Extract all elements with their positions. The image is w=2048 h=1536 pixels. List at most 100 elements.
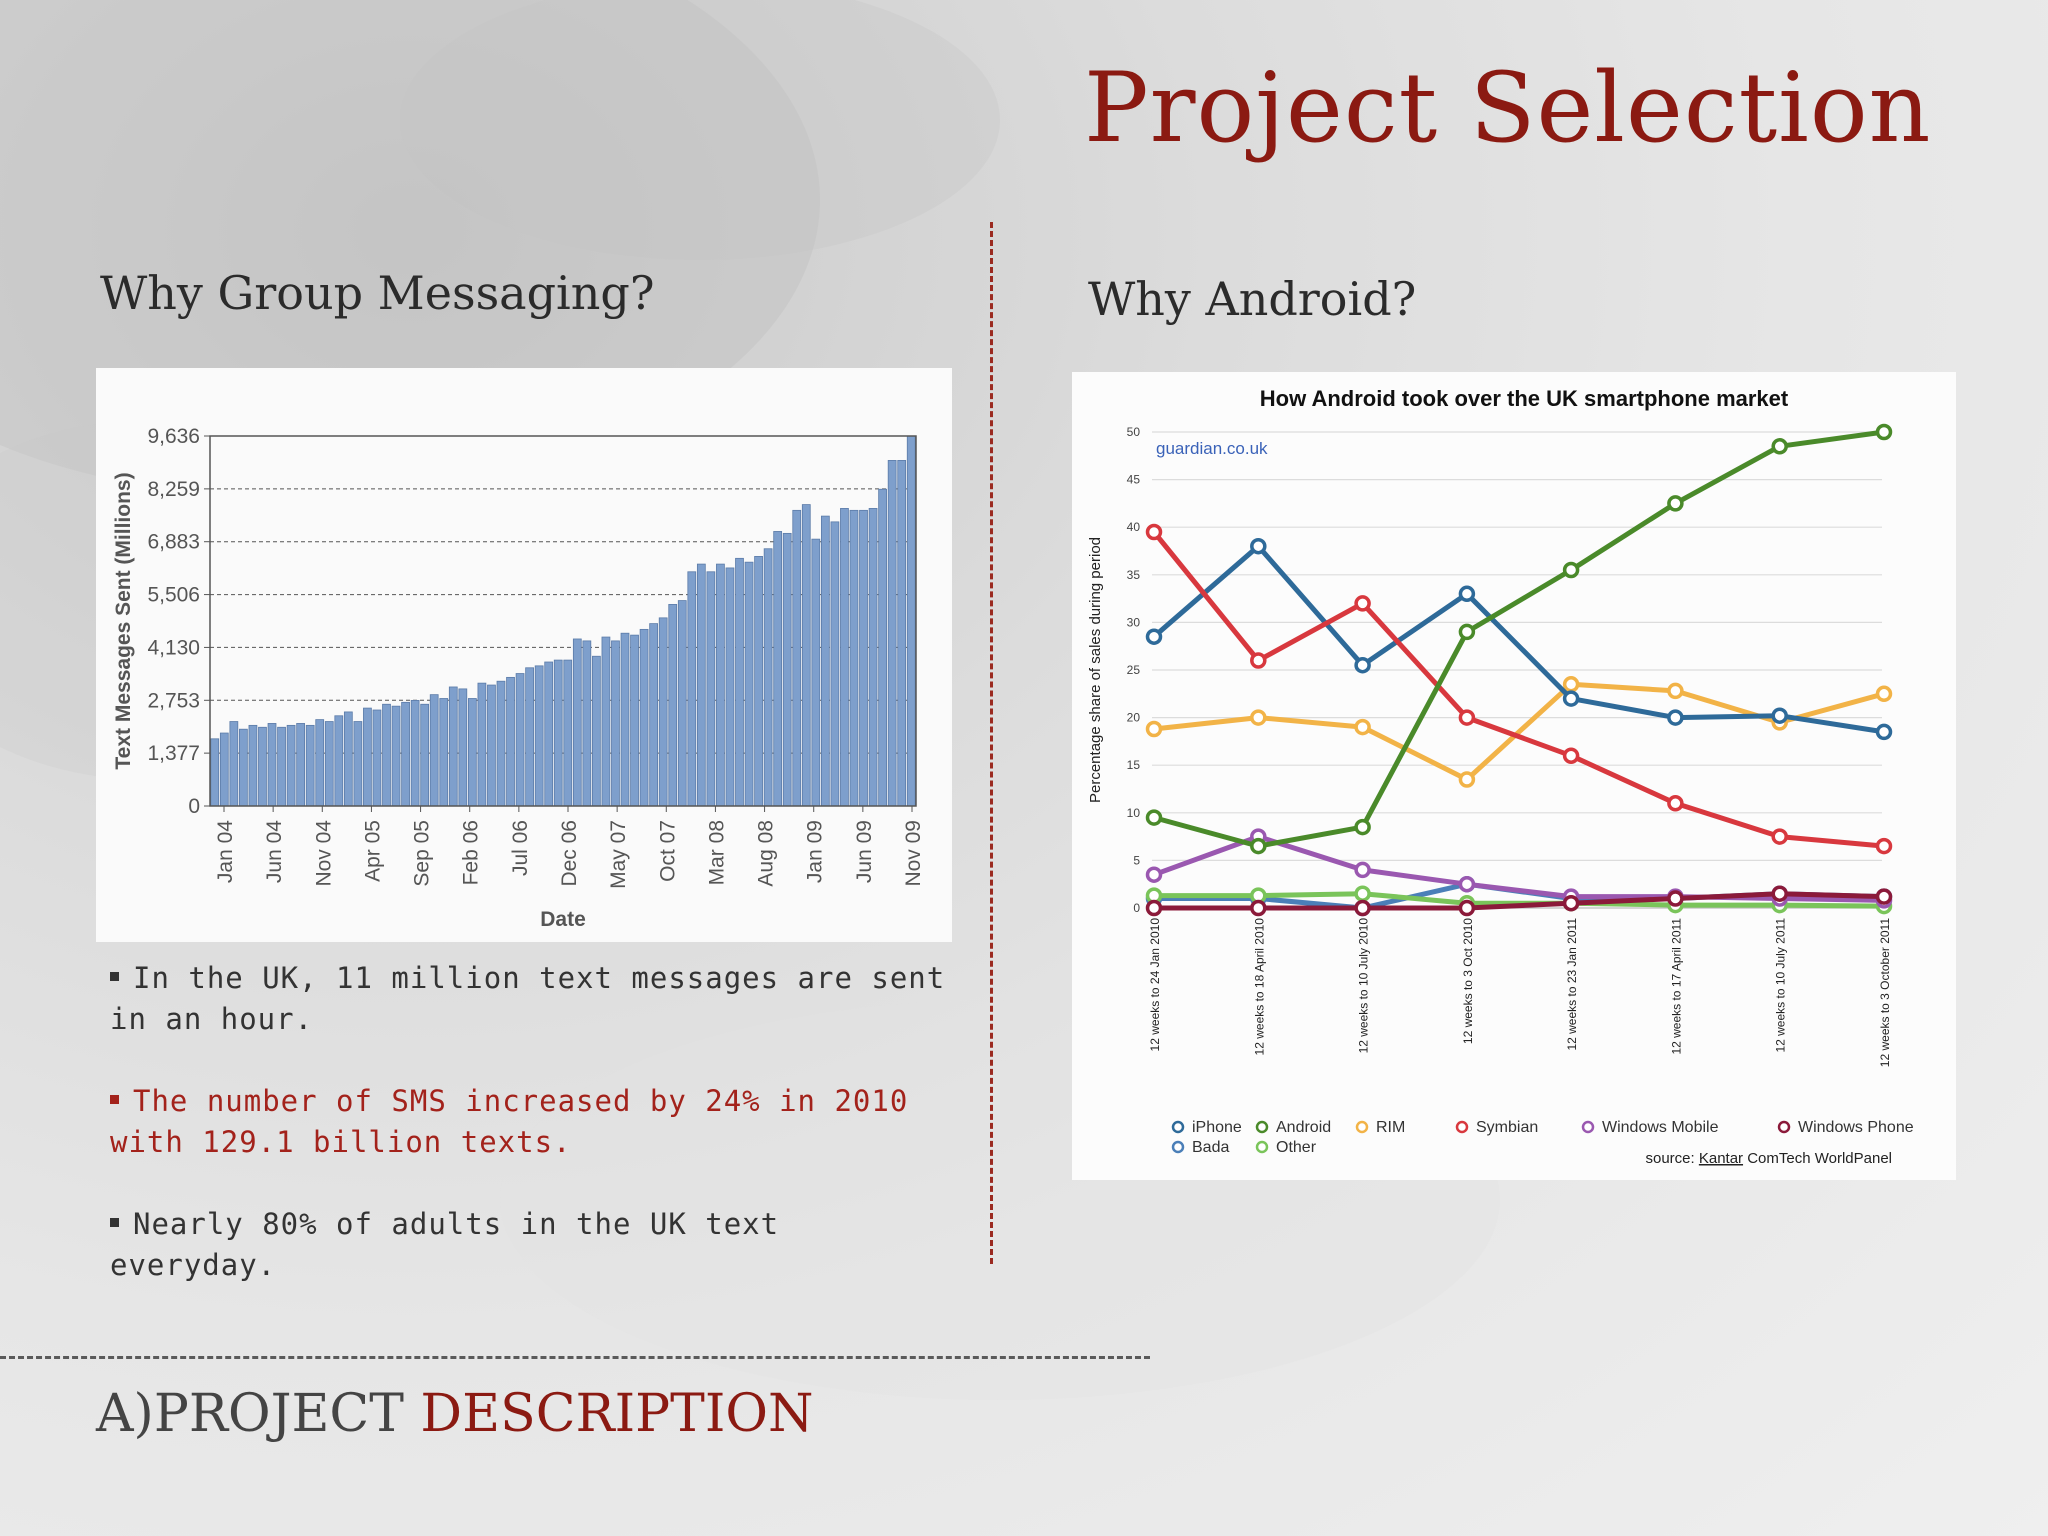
legend-marker <box>1255 1120 1269 1134</box>
x-tick-label: 12 weeks to 10 July 2010 <box>1357 918 1371 1054</box>
data-point <box>1667 495 1684 512</box>
legend-marker <box>1171 1140 1185 1154</box>
bar <box>410 700 420 807</box>
data-point <box>1771 438 1788 455</box>
data-point <box>1562 747 1580 764</box>
y-tick-label: 6,883 <box>147 531 200 554</box>
bar <box>305 724 315 807</box>
y-tick-label: 45 <box>1127 473 1141 487</box>
data-point <box>1771 885 1788 902</box>
y-tick-label: 4,130 <box>147 636 200 659</box>
bar <box>334 715 344 807</box>
data-point <box>1458 875 1476 893</box>
bar <box>239 728 248 807</box>
data-point <box>1458 585 1476 603</box>
bar <box>382 703 391 807</box>
bar <box>534 665 544 807</box>
bar <box>601 636 611 807</box>
bar <box>448 686 458 807</box>
legend-label: Bada <box>1192 1139 1229 1156</box>
data-point <box>1250 652 1267 669</box>
bar <box>372 709 382 807</box>
bar <box>639 628 649 807</box>
y-tick-label: 2,753 <box>147 689 200 712</box>
bullet-item: In the UK, 11 million text messages are … <box>110 958 950 1040</box>
bar <box>668 604 678 807</box>
bullet-square-icon <box>110 971 119 981</box>
bar <box>506 676 515 807</box>
bar <box>811 538 821 807</box>
y-tick-label: 35 <box>1127 568 1141 582</box>
x-axis-label: Date <box>540 908 586 931</box>
bar <box>296 723 306 807</box>
data-point <box>1354 885 1371 902</box>
bullet-text: Nearly 80% of adults in the UK text ever… <box>110 1207 780 1282</box>
x-tick-label: Oct 07 <box>656 820 679 882</box>
data-point <box>1562 894 1580 912</box>
bar <box>801 504 811 807</box>
bar <box>592 655 601 807</box>
y-tick-label: 50 <box>1127 425 1141 439</box>
y-tick-label: 8,259 <box>147 478 200 501</box>
bar <box>859 509 868 807</box>
vertical-divider <box>990 222 993 1264</box>
data-point <box>1875 423 1893 441</box>
legend-marker <box>1581 1120 1595 1134</box>
data-point <box>1562 561 1580 579</box>
x-tick-label: Jan 09 <box>804 820 827 883</box>
bar <box>763 548 773 807</box>
data-point <box>1145 866 1163 883</box>
bar <box>878 488 887 807</box>
data-point <box>1667 709 1684 726</box>
bar <box>496 680 506 807</box>
y-tick-label: 10 <box>1127 806 1141 820</box>
bar <box>401 701 410 807</box>
series-line <box>1153 429 1885 849</box>
x-tick-label: Apr 05 <box>361 820 384 882</box>
x-tick-label: Nov 04 <box>312 820 335 887</box>
bar <box>267 723 277 807</box>
y-tick-label: 5 <box>1133 853 1140 867</box>
y-tick-label: 30 <box>1127 615 1141 629</box>
bar <box>820 515 830 807</box>
y-tick-label: 5,506 <box>147 584 200 607</box>
x-tick-label: Jun 09 <box>853 820 876 883</box>
bar <box>544 661 554 807</box>
bar <box>248 724 258 807</box>
legend-marker <box>1255 1140 1269 1154</box>
y-tick-label: 1,377 <box>147 742 200 765</box>
x-tick-label: May 07 <box>607 820 630 889</box>
data-point <box>1458 771 1476 788</box>
bar <box>677 600 687 807</box>
bullet-square-icon <box>110 1094 119 1104</box>
bar <box>582 640 592 807</box>
legend-label: iPhone <box>1192 1119 1242 1136</box>
chart-title: How Android took over the UK smartphone … <box>1260 386 1789 411</box>
bar <box>219 732 229 807</box>
horizontal-divider <box>0 1356 1150 1359</box>
bar <box>563 659 573 807</box>
legend-marker <box>1777 1120 1791 1134</box>
section-label: A)PROJECT DESCRIPTION <box>96 1384 814 1444</box>
android-chart-panel: How Android took over the UK smartphone … <box>1072 372 1956 1180</box>
x-tick-label: 12 weeks to 3 Oct 2010 <box>1461 918 1475 1044</box>
bar <box>620 632 630 807</box>
bar <box>353 721 363 807</box>
bar <box>687 571 697 807</box>
legend-label: Other <box>1276 1139 1317 1156</box>
bar <box>467 698 477 807</box>
legend-marker <box>1171 1120 1185 1134</box>
bar <box>658 617 668 807</box>
data-point <box>1562 676 1580 693</box>
y-tick-label: 15 <box>1127 758 1141 772</box>
x-tick-label: 12 weeks to 3 October 2011 <box>1878 918 1892 1068</box>
sms-chart-panel: 0 1,377 2,753 4,130 5,506 6,883 8,259 9,636 Jan … <box>96 368 952 942</box>
section-label-highlight: DESCRIPTION <box>420 1384 814 1444</box>
bar <box>477 682 487 807</box>
section-label-prefix: A)PROJECT <box>96 1384 421 1444</box>
bar <box>515 673 525 807</box>
bar <box>706 571 716 807</box>
bar <box>439 698 449 807</box>
x-tick-label: Aug 08 <box>755 820 778 887</box>
y-tick-label: 25 <box>1127 663 1141 677</box>
